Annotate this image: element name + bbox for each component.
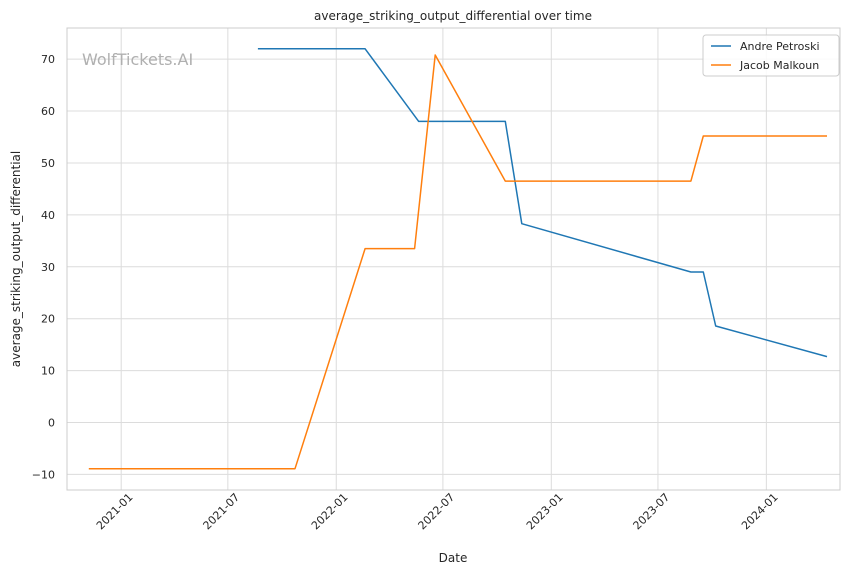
watermark-text: WolfTickets.AI: [82, 50, 193, 69]
y-tick-label: 50: [41, 157, 55, 170]
y-tick-label: −10: [32, 468, 55, 481]
y-tick-label: 0: [48, 417, 55, 430]
y-tick-label: 60: [41, 105, 55, 118]
legend-label-jacob-malkoun: Jacob Malkoun: [739, 59, 819, 72]
y-tick-label: 70: [41, 53, 55, 66]
legend: Andre Petroski Jacob Malkoun: [702, 34, 840, 77]
plot-frame: [66, 27, 841, 491]
y-tick-label: 30: [41, 261, 55, 274]
y-axis-ticks: −10 0 10 20 30 40 50 60 70: [32, 53, 55, 481]
y-tick-label: 40: [41, 209, 55, 222]
grid: [67, 28, 840, 490]
legend-box: [702, 34, 840, 77]
series-line-jacob-malkoun: [88, 54, 827, 470]
series-line-andre-petroski: [257, 48, 828, 358]
x-axis-title: Date: [439, 551, 468, 565]
y-tick-label: 10: [41, 365, 55, 378]
y-tick-label: 20: [41, 313, 55, 326]
series-lines: [88, 48, 828, 470]
chart-title: average_striking_output_differential ove…: [314, 9, 592, 23]
legend-label-andre-petroski: Andre Petroski: [740, 40, 820, 53]
y-axis-title: average_striking_output_differential: [9, 151, 23, 367]
